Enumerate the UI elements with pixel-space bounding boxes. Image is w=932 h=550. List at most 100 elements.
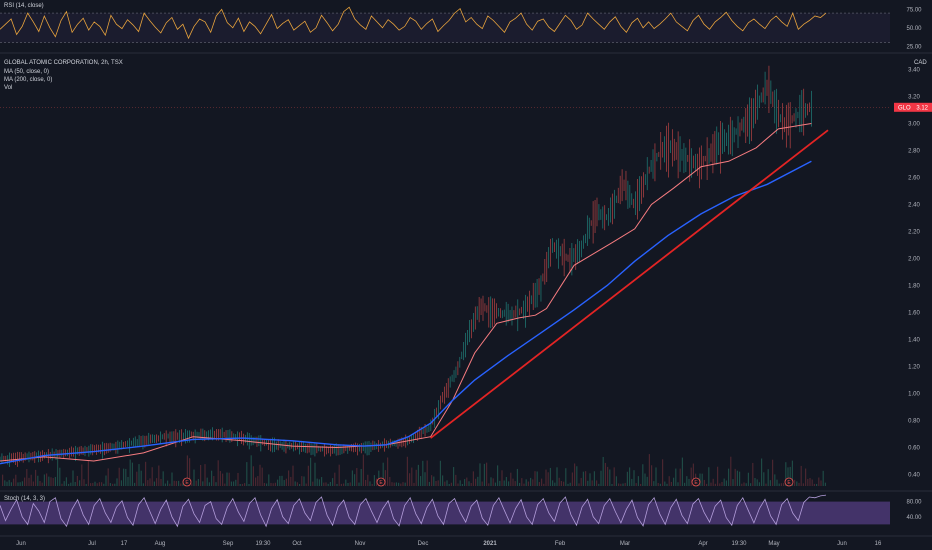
volume-bar — [567, 483, 569, 486]
price-tick-label: 2.80 — [908, 149, 920, 155]
symbol-title: GLOBAL ATOMIC CORPORATION, 2h, TSX — [4, 60, 123, 66]
volume-bar — [664, 481, 666, 486]
volume-bar — [560, 480, 562, 486]
volume-bar — [321, 477, 323, 486]
earnings-marker — [784, 477, 794, 487]
price-tick-label: 1.80 — [908, 284, 920, 290]
time-tick-label: 19:30 — [731, 541, 747, 547]
volume-bar — [15, 474, 17, 486]
volume-bar — [479, 463, 481, 486]
volume-bar — [70, 482, 72, 486]
volume-bar — [340, 483, 342, 486]
volume-bar — [279, 475, 281, 486]
volume-bar — [816, 483, 818, 486]
volume-bar — [50, 477, 52, 486]
rsi-band — [0, 13, 890, 43]
volume-bar — [510, 472, 512, 486]
volume-bar — [222, 473, 224, 486]
volume-bar — [175, 481, 177, 486]
volume-bar — [644, 473, 646, 486]
volume-bar — [329, 481, 331, 486]
volume-bar — [739, 471, 741, 486]
volume-bar — [140, 470, 142, 486]
volume-bar — [277, 479, 279, 486]
volume-bar — [426, 460, 428, 486]
volume-bar — [173, 480, 175, 486]
price-tick-label: 1.60 — [908, 311, 920, 317]
volume-bar — [208, 482, 210, 486]
volume-bar — [626, 471, 628, 486]
volume-bar — [312, 481, 314, 486]
volume-bar — [554, 482, 556, 486]
price-tick-label: 2.60 — [908, 176, 920, 182]
volume-bar — [514, 481, 516, 486]
volume-bar — [255, 477, 257, 486]
volume-bar — [789, 466, 791, 486]
volume-bar — [109, 483, 111, 486]
volume-bar — [151, 467, 153, 486]
volume-bar — [534, 471, 536, 486]
volume-bar — [239, 483, 241, 486]
volume-bar — [224, 483, 226, 486]
volume-bar — [270, 482, 272, 486]
volume-bar — [4, 480, 6, 486]
volume-bar — [338, 464, 340, 486]
volume-bar — [431, 475, 433, 486]
time-tick-label: 19:30 — [255, 541, 271, 547]
volume-bar — [745, 483, 747, 486]
volume-bar — [646, 476, 648, 486]
volume-bar — [202, 481, 204, 486]
volume-bar — [530, 477, 532, 486]
volume-bar — [457, 483, 459, 486]
volume-bar — [499, 480, 501, 486]
time-tick-label: 16 — [875, 541, 882, 547]
volume-bar — [424, 472, 426, 486]
volume-bar — [613, 467, 615, 486]
volume-bar — [805, 468, 807, 486]
time-tick-label: Jun — [837, 541, 847, 547]
volume-bar — [2, 474, 4, 486]
legend-volume[interactable]: Vol — [4, 85, 13, 91]
volume-bar — [609, 469, 611, 486]
volume-bar — [787, 467, 789, 486]
volume-bar — [582, 471, 584, 486]
volume-bar — [393, 482, 395, 486]
volume-bar — [72, 470, 74, 486]
volume-bar — [305, 483, 307, 486]
volume-bar — [136, 471, 138, 486]
legend-ma50[interactable]: MA (50, close, 0) — [4, 69, 50, 75]
volume-bar — [107, 468, 109, 486]
price-tick-label: 2.00 — [908, 257, 920, 263]
price-tick-label: 1.00 — [908, 392, 920, 398]
volume-bar — [63, 481, 65, 486]
earnings-marker — [182, 477, 192, 487]
volume-bar — [316, 478, 318, 486]
earnings-marker-label: E — [694, 480, 698, 486]
legend-ma200[interactable]: MA (200, close, 0) — [4, 77, 53, 83]
price-tick-label: 3.40 — [908, 68, 920, 74]
volume-bar — [640, 483, 642, 486]
volume-bar — [635, 483, 637, 486]
volume-bar — [116, 478, 118, 486]
volume-bar — [578, 483, 580, 486]
volume-bar — [747, 472, 749, 486]
volume-bar — [167, 480, 169, 486]
volume-bar — [48, 476, 50, 486]
volume-bar — [494, 482, 496, 486]
price-tick-label: 1.20 — [908, 365, 920, 371]
volume-bar — [65, 477, 67, 486]
volume-bar — [732, 479, 734, 486]
volume-bar — [283, 480, 285, 486]
volume-bar — [391, 482, 393, 486]
volume-bar — [624, 482, 626, 486]
volume-bar — [611, 483, 613, 486]
volume-bar — [571, 472, 573, 486]
volume-bar — [156, 478, 158, 486]
volume-bar — [681, 457, 683, 486]
last-price-value: 3.12 — [916, 105, 928, 111]
volume-bar — [382, 462, 384, 486]
volume-bar — [369, 481, 371, 486]
volume-bar — [699, 473, 701, 486]
volume-bar — [17, 482, 19, 486]
volume-bar — [21, 481, 23, 486]
